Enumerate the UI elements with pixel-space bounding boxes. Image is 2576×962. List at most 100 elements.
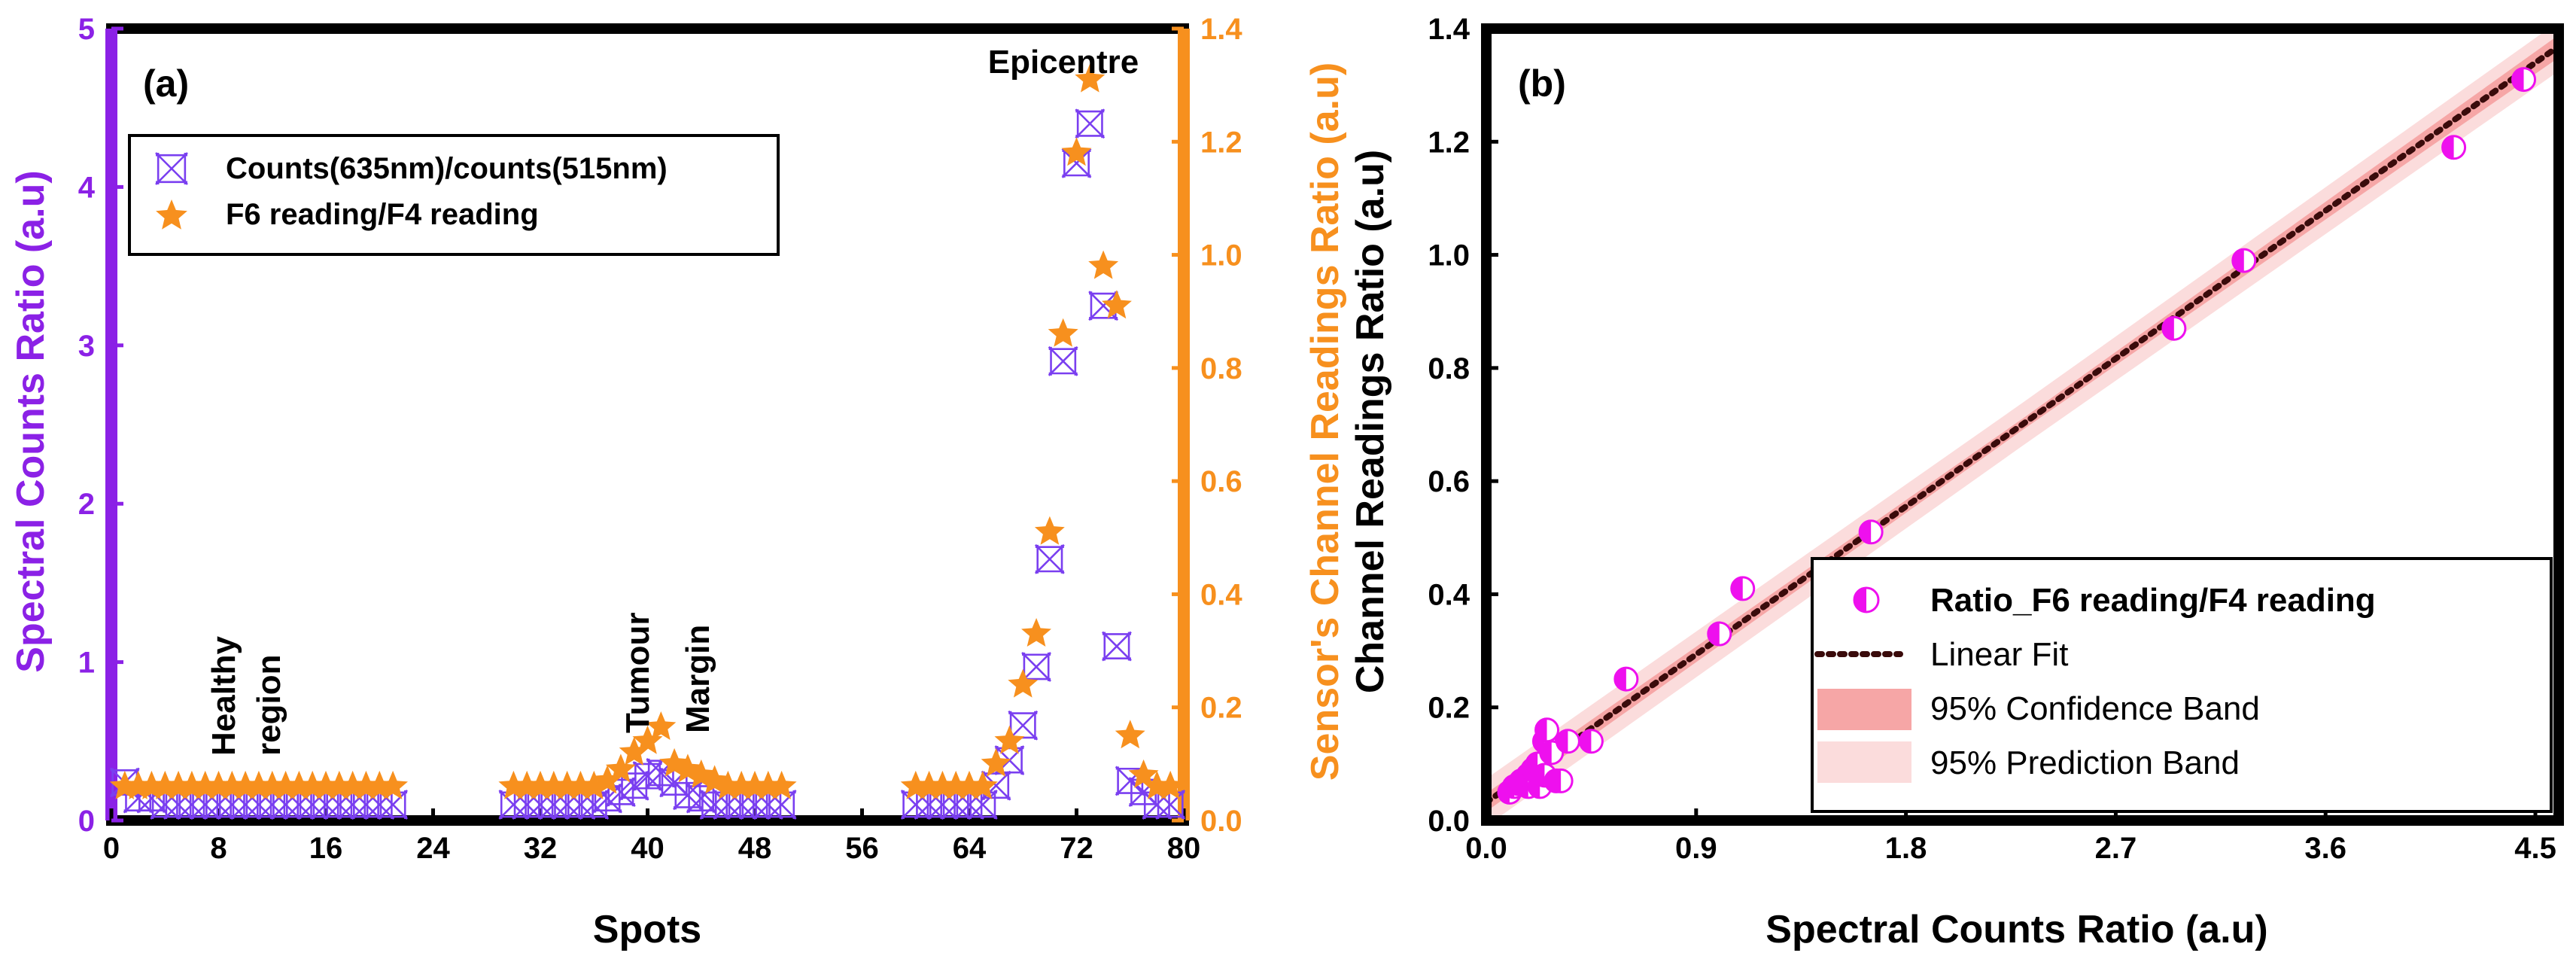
counts-point (1034, 543, 1065, 574)
readings-point (592, 765, 622, 794)
panel-a-x-ticks: 0 8 16 24 32 40 48 56 64 72 80 (103, 808, 1200, 865)
x-tick-label: 2.7 (2095, 832, 2137, 865)
readings-point (378, 770, 408, 799)
readings-point (981, 747, 1011, 777)
legend-box (128, 134, 780, 256)
readings-point (1075, 63, 1106, 93)
scatter-point (1534, 717, 1560, 743)
y-tick-label: 0.6 (1428, 465, 1470, 498)
legend-label: Linear Fit (1930, 636, 2068, 673)
x-tick-label: 1.8 (1885, 832, 1927, 865)
x-tick-label: 16 (309, 832, 343, 865)
crossed-x-marker (155, 152, 188, 185)
readings-point (994, 725, 1025, 754)
legend-label: Counts(635nm)/counts(515nm) (226, 152, 668, 185)
y-tick-label: 1.0 (1428, 239, 1470, 272)
readings-point (632, 725, 663, 754)
x-tick-label: 32 (524, 832, 558, 865)
left-y-tick-label: 4 (78, 171, 96, 204)
readings-point (766, 770, 797, 799)
panel-b-y-ticks: 0.0 0.2 0.4 0.6 0.8 1.0 1.2 1.4 (1428, 13, 1498, 838)
legend-label: F6 reading/F4 reading (226, 198, 539, 231)
panel-a-right-ticks: 0.0 0.2 0.4 0.6 0.8 1.0 1.2 1.4 (1172, 13, 1242, 838)
panel-b: 0.0 0.9 1.8 2.7 3.6 4.5 0.0 0.2 0.4 0.6 0.8 1.0 1.2… (1349, 13, 2564, 951)
right-y-tick-label: 0.6 (1200, 465, 1242, 498)
swatch-icon (1817, 741, 1911, 783)
right-y-tick-label: 0.4 (1200, 578, 1242, 611)
y-tick-label: 1.4 (1428, 13, 1470, 46)
panel-label: (b) (1518, 62, 1566, 105)
counts-point (1102, 631, 1132, 662)
scatter-point (2441, 135, 2467, 160)
panel-b-legend: Ratio_F6 reading/F4 reading Linear Fit 9… (1811, 557, 2553, 813)
right-y-tick-label: 0.0 (1200, 805, 1242, 838)
scatter-point (1555, 729, 1580, 754)
right-y-tick-label: 1.0 (1200, 239, 1242, 272)
y-tick-label: 0.2 (1428, 692, 1470, 725)
annotation-tumour: Tumour (619, 613, 656, 734)
right-y-tick-label: 1.2 (1200, 126, 1242, 159)
scatter-point (2231, 248, 2257, 273)
star-icon (156, 199, 187, 230)
x-tick-label: 56 (845, 832, 879, 865)
legend-box (1811, 557, 2553, 813)
left-y-tick-label: 2 (78, 488, 95, 521)
scatter-point (1858, 519, 1884, 545)
left-y-tick-label: 5 (78, 13, 95, 46)
left-y-tick-label: 0 (78, 805, 95, 838)
right-y-tick-label: 0.2 (1200, 692, 1242, 725)
counts-point (1048, 346, 1078, 376)
counts-point (1088, 291, 1119, 321)
x-tick-label: 64 (953, 832, 987, 865)
right-y-axis-label: Sensor's Channel Readings Ratio (a.u) (1303, 62, 1347, 781)
scatter-point (1548, 768, 1574, 793)
left-y-tick-label: 1 (78, 647, 95, 680)
x-tick-label: 8 (210, 832, 227, 865)
x-tick-label: 72 (1060, 832, 1093, 865)
readings-point (1061, 137, 1092, 166)
legend-label: 95% Confidence Band (1930, 690, 2260, 727)
panel-a: 0 8 16 24 32 40 48 56 64 72 80 0 1 2 3 4 5 0.0 0.2 0.4 0.6… (9, 13, 1347, 951)
panel-b-x-ticks: 0.0 0.9 1.8 2.7 3.6 4.5 (1465, 808, 2556, 865)
x-tick-label: 40 (631, 832, 665, 865)
crossed-x-icon (155, 152, 188, 185)
panel-a-left-ticks: 0 1 2 3 4 5 (78, 13, 123, 838)
x-tick-label: 4.5 (2514, 832, 2556, 865)
scatter-point (1578, 729, 1604, 754)
annotation-region: region (251, 655, 287, 756)
y-tick-label: 0.0 (1428, 805, 1470, 838)
y-tick-label: 1.2 (1428, 126, 1470, 159)
annotation-healthy: Healthy (205, 636, 242, 756)
scatter-point (1613, 666, 1639, 692)
scatter-point (2511, 67, 2537, 93)
scatter-point (1707, 621, 1732, 647)
x-tick-label: 24 (416, 832, 450, 865)
left-y-axis-label: Spectral Counts Ratio (a.u) (9, 170, 53, 672)
readings-point (579, 770, 610, 799)
right-y-tick-label: 1.4 (1200, 13, 1242, 46)
readings-point (619, 736, 649, 766)
readings-point (1155, 770, 1186, 799)
star-marker (156, 199, 187, 230)
counts-point (1075, 108, 1106, 139)
readings-point (1088, 250, 1119, 279)
readings-point (1034, 516, 1065, 545)
scatter-point (2161, 315, 2187, 341)
annotation-epicentre: Epicentre (988, 44, 1139, 81)
panel-b-plot-area (1486, 29, 2559, 820)
left-y-tick-label: 3 (78, 330, 95, 363)
y-tick-label: 0.8 (1428, 352, 1470, 385)
panel-label: (a) (143, 62, 189, 105)
readings-point (967, 770, 998, 799)
legend-label: 95% Prediction Band (1930, 744, 2240, 781)
readings-point (1008, 668, 1039, 698)
ratio-scatter-series (1497, 67, 2537, 805)
x-tick-label: 0.0 (1465, 832, 1507, 865)
y-axis-label: Channel Readings Ratio (a.u) (1349, 150, 1392, 693)
readings-point (1115, 720, 1145, 749)
readings-point (1128, 759, 1159, 788)
x-tick-label: 0 (103, 832, 120, 865)
readings-point (605, 753, 636, 783)
